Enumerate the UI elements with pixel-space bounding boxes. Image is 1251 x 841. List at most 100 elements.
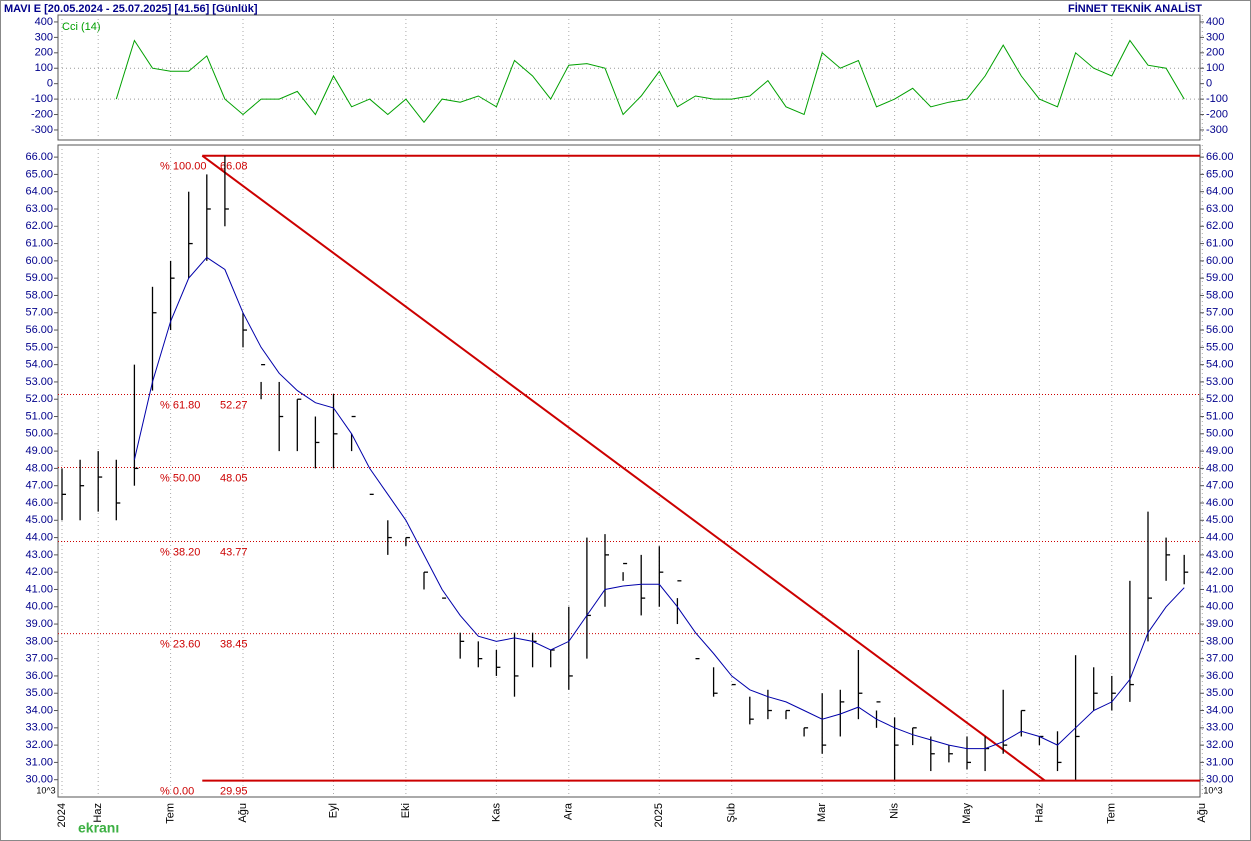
y-tick-label: 48.00: [25, 462, 53, 474]
x-tick-label: Tem: [1106, 803, 1118, 824]
y-tick-label: -100: [31, 93, 53, 105]
x-tick-label: Nis: [889, 803, 901, 819]
y-tick-label: 38.00: [25, 635, 53, 647]
y-tick-label: 34.00: [25, 704, 53, 716]
y-tick-label: 66.00: [25, 151, 53, 163]
fib-label: % 38.20: [160, 546, 200, 558]
y-tick-label: 42.00: [1206, 566, 1234, 578]
x-tick-label: Şub: [726, 803, 738, 823]
y-tick-label: 44.00: [25, 531, 53, 543]
header-left: MAVI E [20.05.2024 - 25.07.2025] [41.56]…: [4, 3, 258, 15]
y-tick-label: 44.00: [1206, 531, 1234, 543]
y-tick-label: 33.00: [25, 722, 53, 734]
y-tick-label: 53.00: [25, 376, 53, 388]
y-tick-label: 63.00: [25, 203, 53, 215]
y-tick-label: 39.00: [25, 618, 53, 630]
price-panel: [57, 144, 1201, 798]
y-tick-label: 50.00: [25, 428, 53, 440]
cci-line: [115, 39, 1185, 124]
watermark: ekranı: [78, 820, 119, 836]
unit-label: 10^3: [36, 785, 55, 795]
y-tick-label: 54.00: [1206, 359, 1234, 371]
y-tick-label: 32.00: [25, 739, 53, 751]
trend-line: [201, 154, 1046, 782]
x-tick-label: Tem: [165, 803, 177, 824]
y-tick-label: -200: [31, 108, 53, 120]
y-tick-label: -200: [1206, 108, 1228, 120]
x-tick-label: Ağu: [237, 803, 249, 823]
fib-label: % 100.00: [160, 161, 206, 173]
y-tick-label: 49.00: [1206, 445, 1234, 457]
fib-label: % 23.60: [160, 638, 200, 650]
y-tick-label: 58.00: [1206, 289, 1234, 301]
y-tick-label: 43.00: [1206, 549, 1234, 561]
y-tick-label: 30.00: [1206, 774, 1234, 786]
y-tick-label: 40.00: [25, 601, 53, 613]
y-tick-label: 43.00: [25, 549, 53, 561]
y-tick-label: 49.00: [25, 445, 53, 457]
y-tick-label: 51.00: [1206, 410, 1234, 422]
y-tick-label: 48.00: [1206, 462, 1234, 474]
y-tick-label: 100: [1206, 62, 1224, 74]
fib-value: 66.08: [220, 161, 248, 173]
y-tick-label: 60.00: [25, 255, 53, 267]
y-tick-label: 100: [35, 62, 53, 74]
y-tick-label: 45.00: [25, 514, 53, 526]
y-tick-label: 38.00: [1206, 635, 1234, 647]
cci-panel: [57, 14, 1201, 141]
y-tick-label: 34.00: [1206, 704, 1234, 716]
y-tick-label: 35.00: [1206, 687, 1234, 699]
x-tick-label: May: [961, 803, 973, 824]
y-tick-label: 59.00: [1206, 272, 1234, 284]
y-tick-label: 62.00: [25, 220, 53, 232]
y-tick-label: 39.00: [1206, 618, 1234, 630]
x-tick-label: Haz: [92, 803, 104, 823]
y-tick-label: 46.00: [1206, 497, 1234, 509]
y-tick-label: 54.00: [25, 359, 53, 371]
y-tick-label: 300: [35, 31, 53, 43]
moving-average: [133, 256, 1185, 750]
y-tick-label: 57.00: [25, 307, 53, 319]
y-tick-label: 36.00: [1206, 670, 1234, 682]
y-tick-label: 56.00: [1206, 324, 1234, 336]
y-tick-label: 33.00: [1206, 722, 1234, 734]
y-tick-label: 56.00: [25, 324, 53, 336]
y-tick-label: 50.00: [1206, 428, 1234, 440]
y-tick-label: 41.00: [1206, 583, 1234, 595]
y-tick-label: 52.00: [25, 393, 53, 405]
y-tick-label: 65.00: [1206, 168, 1234, 180]
y-tick-label: 400: [1206, 16, 1224, 28]
y-tick-label: 61.00: [1206, 237, 1234, 249]
x-tick-label: Eyl: [327, 803, 339, 818]
header-right: FİNNET TEKNİK ANALİST: [1068, 2, 1202, 15]
y-tick-label: -300: [31, 124, 53, 136]
y-tick-label: 40.00: [1206, 601, 1234, 613]
y-tick-label: 42.00: [25, 566, 53, 578]
y-tick-label: 59.00: [25, 272, 53, 284]
y-tick-label: 47.00: [25, 480, 53, 492]
x-tick-label: Ara: [563, 802, 575, 820]
y-tick-label: 57.00: [1206, 307, 1234, 319]
fib-value: 52.27: [220, 399, 248, 411]
y-tick-label: 58.00: [25, 289, 53, 301]
y-tick-label: 31.00: [25, 756, 53, 768]
unit-label: 10^3: [1203, 785, 1222, 795]
y-tick-label: 35.00: [25, 687, 53, 699]
y-tick-label: 200: [35, 47, 53, 59]
y-tick-label: 0: [1206, 78, 1212, 90]
y-tick-label: 51.00: [25, 410, 53, 422]
y-tick-label: 46.00: [25, 497, 53, 509]
y-tick-label: 200: [1206, 47, 1224, 59]
y-tick-label: 37.00: [25, 653, 53, 665]
x-tick-label: Kas: [490, 803, 502, 822]
fib-value: 29.95: [220, 785, 248, 797]
y-tick-label: 52.00: [1206, 393, 1234, 405]
y-tick-label: 45.00: [1206, 514, 1234, 526]
y-tick-label: 37.00: [1206, 653, 1234, 665]
fib-label: % 50.00: [160, 472, 200, 484]
y-tick-label: 63.00: [1206, 203, 1234, 215]
x-tick-label: 2025: [653, 803, 665, 827]
y-tick-label: 62.00: [1206, 220, 1234, 232]
